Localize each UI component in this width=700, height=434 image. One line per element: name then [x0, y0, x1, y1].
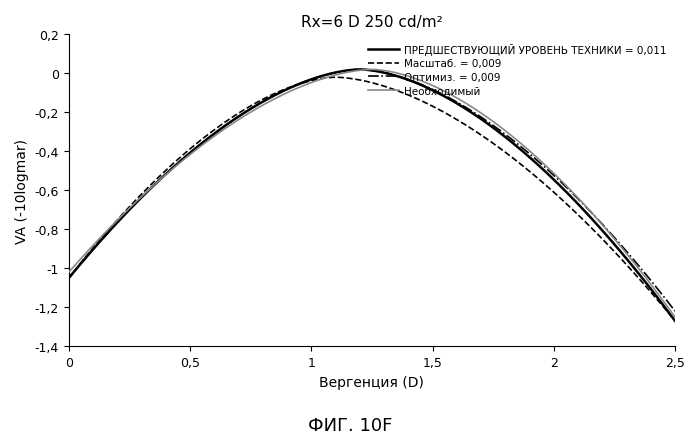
X-axis label: Вергенция (D): Вергенция (D): [319, 375, 424, 389]
Y-axis label: VA (-10logmar): VA (-10logmar): [15, 138, 29, 243]
Text: ФИГ. 10F: ФИГ. 10F: [308, 416, 392, 434]
Title: Rx=6 D 250 cd/m²: Rx=6 D 250 cd/m²: [301, 15, 443, 30]
Legend: ПРЕДШЕСТВУЮЩИЙ УРОВЕНЬ ТЕХНИКИ = 0,011, Масштаб. = 0,009, Оптимиз. = 0,009, Необ: ПРЕДШЕСТВУЮЩИЙ УРОВЕНЬ ТЕХНИКИ = 0,011, …: [365, 40, 670, 99]
